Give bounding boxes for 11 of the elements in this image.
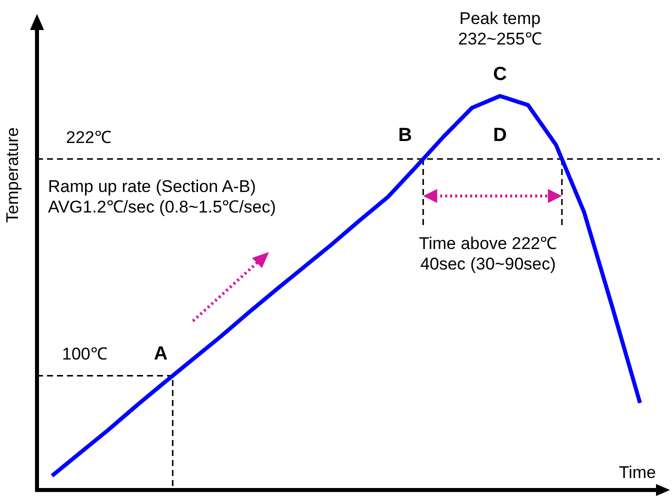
ref-line-label: 100℃: [62, 344, 108, 364]
y-axis-title: Temperature: [3, 127, 22, 223]
annotation: D: [493, 125, 507, 146]
text: C: [493, 64, 508, 85]
annotation: A: [154, 344, 168, 365]
text: Peak temp 232~255℃: [458, 9, 542, 48]
ref-line-label: 222℃: [66, 128, 112, 148]
x-axis-title: Time: [618, 463, 656, 482]
annotation: B: [398, 125, 412, 146]
annotation: Ramp up rate (Section A-B) AVG1.2℃/sec (0.8~1.5℃/sec): [48, 177, 276, 216]
annotation: Time above 222℃ 40sec (30~90sec): [418, 234, 558, 274]
